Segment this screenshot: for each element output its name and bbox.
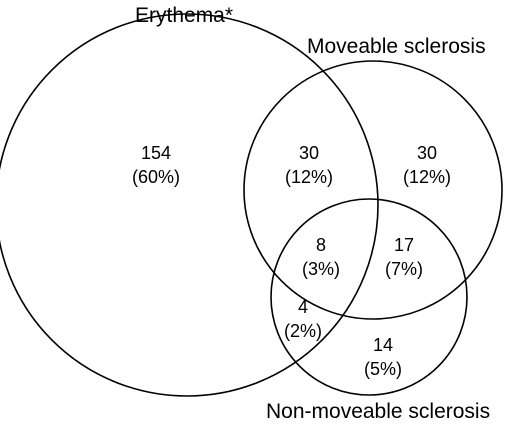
region-all-three-count: 8 (316, 235, 326, 255)
region-nonmoveable-only-percent: (5%) (364, 359, 402, 379)
region-moveable-only-percent: (12%) (403, 167, 451, 187)
region-erythema-moveable-count: 30 (299, 143, 319, 163)
region-erythema-only-percent: (60%) (132, 167, 180, 187)
moveable-sclerosis-label: Moveable sclerosis (307, 35, 486, 58)
region-erythema-nonmoveable-count: 4 (298, 297, 308, 317)
region-erythema-moveable-percent: (12%) (285, 167, 333, 187)
region-erythema-only-count: 154 (141, 143, 171, 163)
erythema-label: Erythema* (135, 4, 233, 27)
region-erythema-nonmoveable-percent: (2%) (284, 321, 322, 341)
moveable-sclerosis-circle (243, 60, 503, 320)
erythema-circle (0, 13, 379, 397)
region-moveable-only-count: 30 (417, 143, 437, 163)
region-nonmoveable-only-count: 14 (373, 335, 393, 355)
region-all-three-percent: (3%) (302, 259, 340, 279)
region-moveable-nonmoveable-percent: (7%) (385, 259, 423, 279)
non-moveable-sclerosis-circle (270, 198, 468, 396)
region-moveable-nonmoveable-count: 17 (394, 235, 414, 255)
non-moveable-sclerosis-label: Non-moveable sclerosis (266, 400, 490, 423)
